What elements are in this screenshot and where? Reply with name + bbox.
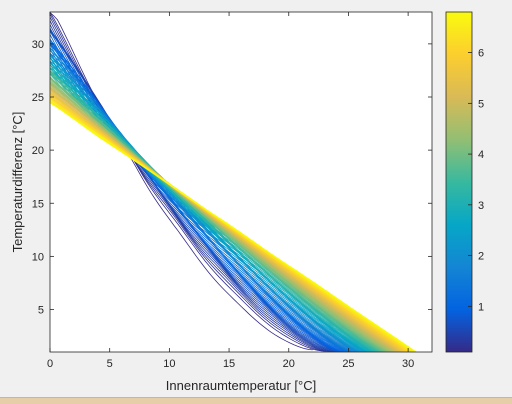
y-axis-label: Temperaturdifferenz [°C] (10, 112, 25, 253)
contour-line (50, 48, 354, 352)
window-bottom-edge (0, 397, 512, 404)
colorbar-tick-label: 3 (478, 200, 484, 212)
contour-line (50, 38, 345, 352)
y-tick-label: 25 (32, 92, 44, 104)
colorbar-axis: 1 2 3 4 5 6 (468, 48, 484, 313)
colorbar-tick-label: 5 (478, 98, 484, 110)
contour-lines (50, 12, 418, 352)
y-tick-label: 20 (32, 145, 44, 157)
x-tick-label: 25 (342, 358, 354, 370)
contour-line (50, 24, 335, 352)
x-tick-label: 5 (107, 358, 113, 370)
y-tick-label: 5 (38, 305, 44, 317)
x-tick-label: 15 (223, 358, 235, 370)
x-axis-label: Innenraumtemperatur [°C] (166, 378, 316, 393)
x-axis: 0 5 10 15 20 25 30 (47, 12, 414, 370)
plot-frame (49, 11, 433, 353)
colorbar-tick-label: 4 (478, 149, 484, 161)
colorbar (445, 11, 473, 353)
contour-line (50, 102, 418, 352)
y-tick-label: 10 (32, 251, 44, 263)
x-tick-label: 0 (47, 358, 53, 370)
x-tick-label: 20 (283, 358, 295, 370)
x-tick-label: 10 (163, 358, 175, 370)
y-axis: 5 10 15 20 25 30 (32, 39, 432, 317)
y-tick-label: 15 (32, 198, 44, 210)
colorbar-tick-label: 1 (478, 301, 484, 313)
plot-area (50, 12, 432, 352)
colorbar-tick-label: 6 (478, 48, 484, 60)
y-tick-label: 30 (32, 39, 44, 51)
colorbar-tick-label: 2 (478, 251, 484, 263)
x-tick-label: 30 (402, 358, 414, 370)
